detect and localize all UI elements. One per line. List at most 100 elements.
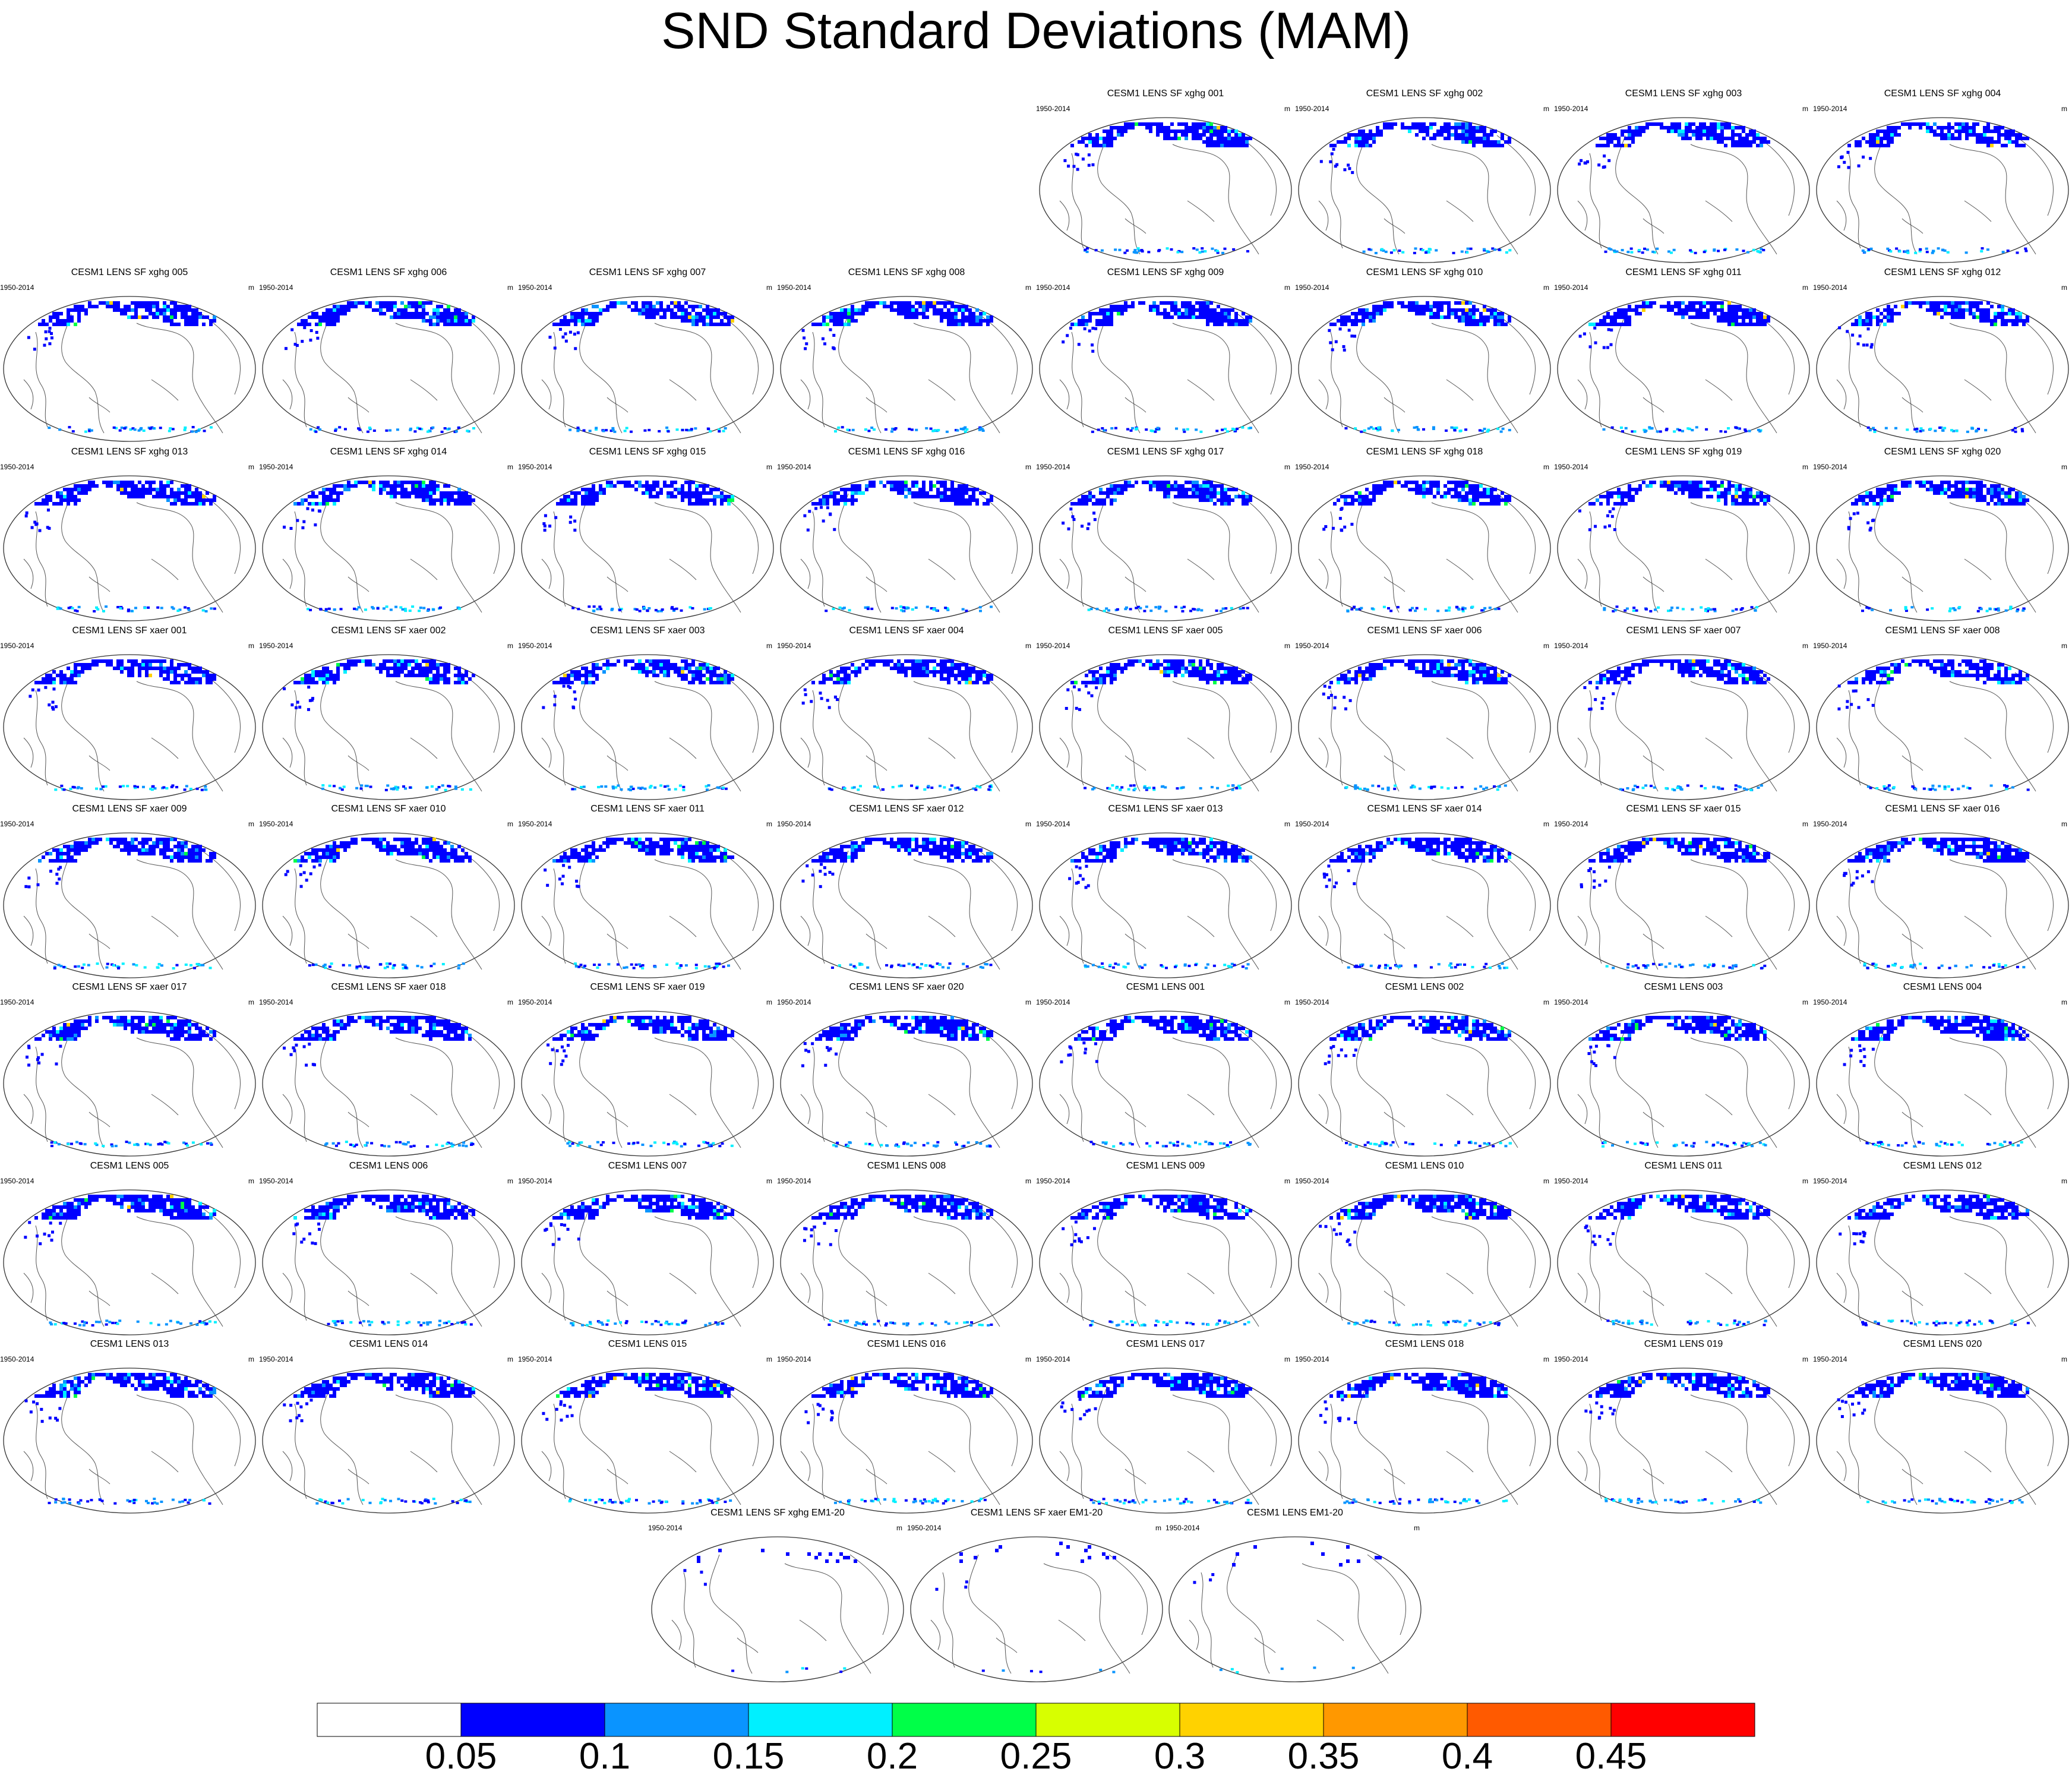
snow-cell: [1760, 137, 1763, 140]
snow-cell: [127, 674, 131, 677]
snow-cell: [2019, 137, 2022, 140]
snow-cell: [1599, 502, 1603, 506]
snow-cell: [571, 607, 575, 610]
snow-cell: [1100, 249, 1104, 252]
snow-cell: [1389, 251, 1393, 254]
snow-cell: [443, 312, 447, 315]
snow-cell: [1342, 345, 1345, 348]
snow-cell: [964, 430, 967, 433]
snow-cell: [81, 484, 84, 488]
snow-cell: [1468, 491, 1472, 495]
snow-cell: [1610, 514, 1614, 518]
snow-cell: [1483, 502, 1486, 506]
snow-cell: [1738, 323, 1742, 326]
snow-cell: [1231, 137, 1234, 140]
snow-cell: [404, 488, 408, 491]
snow-cell: [1131, 301, 1135, 305]
snow-cell: [1724, 430, 1727, 433]
snow-cell: [1493, 130, 1497, 133]
snow-cell: [1919, 122, 1922, 126]
snow-cell: [595, 495, 599, 498]
snow-cell: [383, 667, 386, 670]
snow-cell: [326, 667, 329, 670]
snow-cell: [56, 491, 59, 495]
snow-cell: [1645, 248, 1649, 251]
snow-cell: [202, 502, 206, 506]
snow-cell: [1483, 427, 1486, 430]
snow-cell: [2004, 144, 2008, 147]
snow-cell: [1735, 144, 1738, 147]
snow-cell: [343, 663, 347, 667]
snow-cell: [201, 609, 205, 612]
snow-cell: [315, 323, 318, 326]
snow-cell: [1625, 607, 1629, 610]
snow-cell: [1113, 137, 1117, 140]
snow-cell: [166, 674, 170, 677]
snow-cell: [592, 312, 595, 315]
snow-cell: [617, 481, 620, 484]
snow-cell: [1703, 251, 1706, 254]
snow-cell: [1174, 301, 1177, 305]
snow-cell: [656, 481, 659, 484]
snow-cell: [709, 488, 713, 491]
snow-cell: [713, 495, 716, 498]
snow-cell: [1858, 315, 1862, 319]
snow-cell: [592, 605, 596, 608]
snow-cell: [1742, 498, 1745, 502]
snow-cell: [418, 315, 422, 319]
snow-cell: [2022, 609, 2025, 612]
snow-cell: [1088, 133, 1092, 137]
snow-cell: [415, 484, 418, 488]
snow-cell: [472, 315, 475, 319]
snow-cell: [1694, 251, 1697, 254]
snow-cell: [1880, 144, 1883, 147]
snow-cell: [1444, 130, 1447, 133]
snow-cell: [895, 607, 898, 610]
snow-cell: [428, 430, 432, 432]
snow-cell: [1505, 251, 1508, 254]
snow-cell: [904, 495, 908, 498]
snow-cell: [595, 305, 599, 308]
snow-cell: [1483, 495, 1486, 498]
snow-cell: [1695, 133, 1699, 137]
snow-cell: [1245, 495, 1249, 498]
snow-cell: [1458, 498, 1461, 502]
snow-cell: [1480, 609, 1484, 612]
snow-cell: [95, 787, 99, 790]
snow-cell: [411, 312, 415, 315]
snow-cell: [1362, 315, 1365, 319]
snow-cell: [389, 429, 392, 432]
panel-title: CESM1 LENS SF xghg 015: [589, 447, 706, 457]
snow-cell: [1990, 140, 1994, 144]
snow-cell: [1145, 122, 1149, 126]
snow-cell: [1965, 488, 1969, 491]
snow-cell: [672, 609, 676, 612]
snow-cell: [581, 323, 585, 326]
snow-cell: [1103, 130, 1106, 133]
snow-cell: [702, 491, 706, 495]
coastline: [541, 558, 628, 592]
snow-cell: [143, 607, 147, 610]
snow-cell: [1472, 498, 1476, 502]
snow-cell: [1245, 144, 1249, 147]
snow-cell: [1704, 610, 1707, 612]
snow-cell: [964, 426, 967, 429]
snow-cell: [649, 663, 652, 667]
snow-cell: [318, 319, 322, 323]
snow-cell: [163, 305, 166, 308]
snow-cell: [990, 319, 993, 323]
snow-cell: [1358, 308, 1362, 312]
snow-cell: [1752, 502, 1756, 506]
snow-cell: [309, 339, 312, 342]
snow-cell: [1213, 126, 1217, 130]
snow-cell: [808, 510, 811, 513]
snow-cell: [1202, 133, 1206, 137]
snow-cell: [1419, 484, 1422, 488]
snow-cell: [1224, 488, 1227, 491]
snow-cell: [1362, 502, 1365, 506]
snow-cell: [1465, 126, 1468, 130]
snow-cell: [1195, 488, 1199, 491]
snow-cell: [1433, 315, 1436, 319]
snow-cell: [901, 312, 904, 315]
snow-cell: [1929, 308, 1933, 312]
